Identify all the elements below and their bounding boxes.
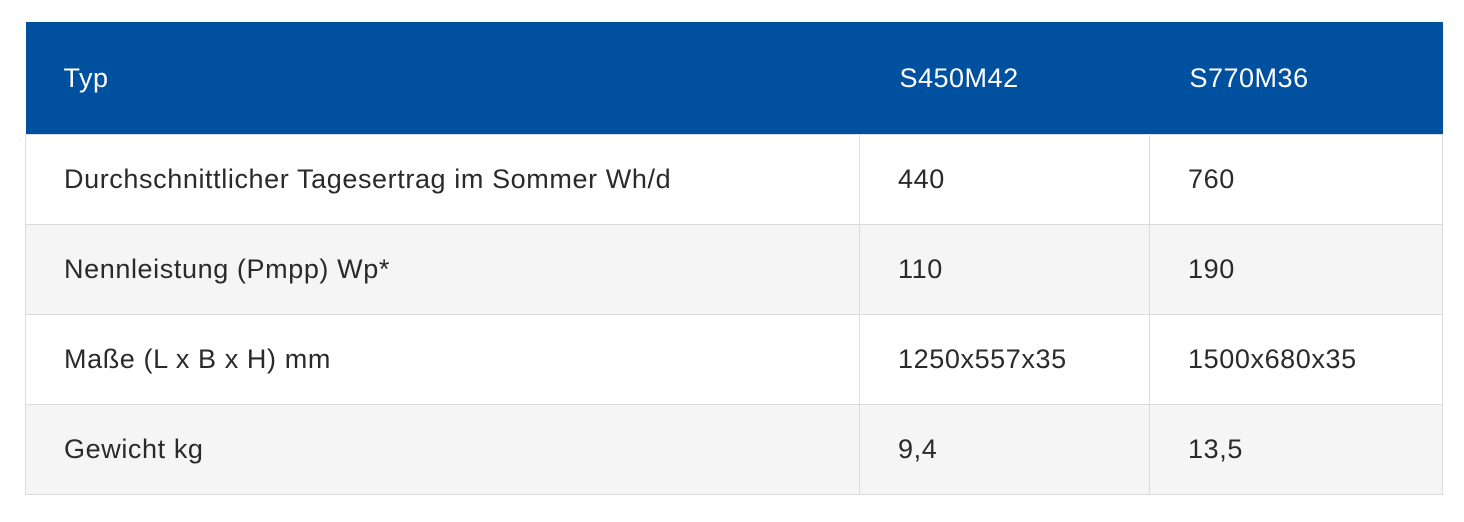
table-row: Durchschnittlicher Tagesertrag im Sommer…	[25, 134, 1443, 225]
header-model-1: S450M42	[859, 22, 1150, 135]
row-value-model-2: 13,5	[1149, 404, 1443, 495]
row-label: Gewicht kg	[25, 404, 860, 495]
header-model-2: S770M36	[1149, 22, 1443, 135]
row-label: Durchschnittlicher Tagesertrag im Sommer…	[25, 134, 860, 225]
row-value-model-1: 1250x557x35	[859, 314, 1150, 405]
spec-table: Typ S450M42 S770M36 Durchschnittlicher T…	[25, 22, 1443, 495]
row-label: Nennleistung (Pmpp) Wp*	[25, 224, 860, 315]
table-row: Maße (L x B x H) mm 1250x557x35 1500x680…	[25, 314, 1443, 405]
row-label: Maße (L x B x H) mm	[25, 314, 860, 405]
table-header: Typ S450M42 S770M36	[25, 22, 1443, 135]
header-type: Typ	[25, 22, 860, 135]
table-body: Durchschnittlicher Tagesertrag im Sommer…	[25, 134, 1443, 495]
table-row: Nennleistung (Pmpp) Wp* 110 190	[25, 224, 1443, 315]
row-value-model-2: 760	[1149, 134, 1443, 225]
row-value-model-1: 110	[859, 224, 1150, 315]
row-value-model-2: 1500x680x35	[1149, 314, 1443, 405]
row-value-model-1: 440	[859, 134, 1150, 225]
table-row: Gewicht kg 9,4 13,5	[25, 404, 1443, 495]
row-value-model-1: 9,4	[859, 404, 1150, 495]
header-row: Typ S450M42 S770M36	[25, 22, 1443, 135]
row-value-model-2: 190	[1149, 224, 1443, 315]
